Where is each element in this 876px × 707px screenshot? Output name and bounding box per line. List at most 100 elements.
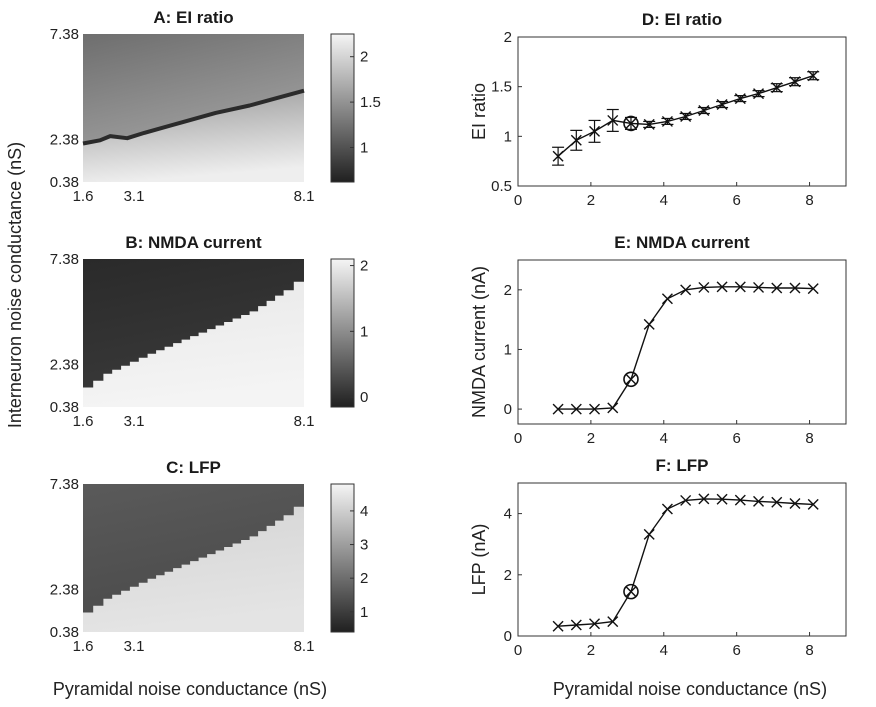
data-point-marker xyxy=(552,150,564,162)
data-point-marker xyxy=(734,93,746,105)
colorbar-tick-label: 3 xyxy=(360,537,368,554)
y-tick-label: 1.5 xyxy=(491,79,512,96)
y-tick-label: 7.38 xyxy=(50,476,79,493)
x-tick-label: 6 xyxy=(732,192,740,209)
data-point-marker xyxy=(771,496,783,508)
data-point-marker xyxy=(753,88,765,100)
y-tick-label: 2.38 xyxy=(50,582,79,599)
panel-title: C: LFP xyxy=(166,458,221,477)
x-tick-label: 2 xyxy=(587,430,595,447)
y-tick-label: 2.38 xyxy=(50,357,79,374)
y-tick-label: 0.38 xyxy=(50,174,79,191)
x-tick-label: 8.1 xyxy=(294,188,315,205)
highlighted-point-circle xyxy=(623,583,639,600)
panel-title: E: NMDA current xyxy=(614,233,750,252)
data-point-marker xyxy=(625,373,637,385)
axes-box xyxy=(517,259,847,425)
colorbar xyxy=(330,258,355,408)
colorbar-tick-label: 1 xyxy=(360,139,368,156)
data-point-marker xyxy=(789,76,801,88)
x-tick-label: 4 xyxy=(660,430,668,447)
y-tick-label: 0 xyxy=(504,401,512,418)
y-axis-label: LFP (nA) xyxy=(469,524,489,596)
panel-d-ei-ratio-line: D: EI ratio EI ratio 0.5 1 1.5 2 0 2 4 6 8 xyxy=(469,10,847,209)
heatmap-region-lower xyxy=(83,90,304,182)
panel-a-ei-ratio-heatmap: A: EI ratio 7.38 2.38 0.381.6 3.1 8.1 1 1.5 2 xyxy=(50,8,381,205)
y-tick-label: 4 xyxy=(504,506,512,523)
data-point-marker xyxy=(643,318,655,330)
colorbar-tick-label: 4 xyxy=(360,503,368,520)
panel-title: A: EI ratio xyxy=(153,8,233,27)
x-tick-label: 2 xyxy=(587,192,595,209)
data-point-marker xyxy=(753,495,765,507)
colorbar-tick-label: 1 xyxy=(360,604,368,621)
data-point-marker xyxy=(589,125,601,137)
data-point-marker xyxy=(607,616,619,628)
x-tick-label: 8 xyxy=(805,192,813,209)
data-point-marker xyxy=(698,493,710,505)
data-point-marker xyxy=(716,281,728,293)
x-tick-label: 1.6 xyxy=(73,413,94,430)
data-point-marker xyxy=(570,619,582,631)
x-tick-label: 0 xyxy=(514,642,522,659)
data-point-marker xyxy=(716,493,728,505)
colorbar xyxy=(330,33,355,183)
y-tick-label: 1 xyxy=(504,128,512,145)
panel-title: D: EI ratio xyxy=(642,10,722,29)
data-point-marker xyxy=(661,503,673,515)
axes-box xyxy=(517,36,847,187)
y-tick-label: 7.38 xyxy=(50,26,79,43)
x-tick-label: 0 xyxy=(514,430,522,447)
x-tick-label: 1.6 xyxy=(73,188,94,205)
data-point-marker xyxy=(807,283,819,295)
highlighted-point-circle xyxy=(623,115,639,132)
right-x-axis-label: Pyramidal noise conductance (nS) xyxy=(553,679,827,699)
panel-title: F: LFP xyxy=(656,456,709,475)
x-tick-label: 3.1 xyxy=(124,188,145,205)
data-point-marker xyxy=(643,528,655,540)
y-axis-label: NMDA current (nA) xyxy=(469,266,489,418)
y-tick-label: 2.38 xyxy=(50,132,79,149)
data-point-marker xyxy=(570,403,582,415)
data-point-marker xyxy=(734,281,746,293)
x-tick-label: 4 xyxy=(660,642,668,659)
data-point-marker xyxy=(625,117,637,129)
series-line xyxy=(558,286,814,410)
series-line xyxy=(558,498,814,627)
x-tick-label: 6 xyxy=(732,642,740,659)
x-tick-label: 1.6 xyxy=(73,638,94,655)
colorbar-tick-label: 2 xyxy=(360,258,368,275)
panel-c-lfp-heatmap: C: LFP 7.38 2.38 0.381.6 3.1 8.1 1 2 3 4 xyxy=(50,458,369,655)
colorbar-tick-label: 2 xyxy=(360,570,368,587)
y-axis-label: EI ratio xyxy=(469,83,489,140)
y-tick-label: 7.38 xyxy=(50,251,79,268)
colorbar-tick-label: 2 xyxy=(360,49,368,66)
data-point-marker xyxy=(607,402,619,414)
data-point-marker xyxy=(716,99,728,111)
panel-e-nmda-current-line: E: NMDA current NMDA current (nA) 0 1 2 0 2 4 6 8 xyxy=(469,233,847,447)
colorbar-tick-label: 1.5 xyxy=(360,94,381,111)
colorbar-tick-label: 0 xyxy=(360,389,368,406)
x-tick-label: 3.1 xyxy=(124,413,145,430)
data-point-marker xyxy=(589,403,601,415)
y-tick-label: 2 xyxy=(504,29,512,46)
x-tick-label: 2 xyxy=(587,642,595,659)
data-point-marker xyxy=(643,118,655,130)
data-point-marker xyxy=(552,403,564,415)
x-tick-label: 6 xyxy=(732,430,740,447)
x-tick-label: 0 xyxy=(514,192,522,209)
panel-b-nmda-current-heatmap: B: NMDA current 7.38 2.38 0.381.6 3.1 8.1 0 1 2 xyxy=(50,233,369,430)
x-tick-label: 8 xyxy=(805,430,813,447)
y-tick-label: 2 xyxy=(504,282,512,299)
y-tick-label: 0 xyxy=(504,628,512,645)
x-tick-label: 8.1 xyxy=(294,413,315,430)
heatmap-region-lower xyxy=(83,498,304,632)
axes-box xyxy=(517,482,847,637)
colorbar xyxy=(330,483,355,633)
colorbar-tick-label: 1 xyxy=(360,323,368,340)
data-point-marker xyxy=(589,618,601,630)
data-point-marker xyxy=(661,293,673,305)
y-tick-label: 0.38 xyxy=(50,624,79,641)
y-tick-label: 0.38 xyxy=(50,399,79,416)
